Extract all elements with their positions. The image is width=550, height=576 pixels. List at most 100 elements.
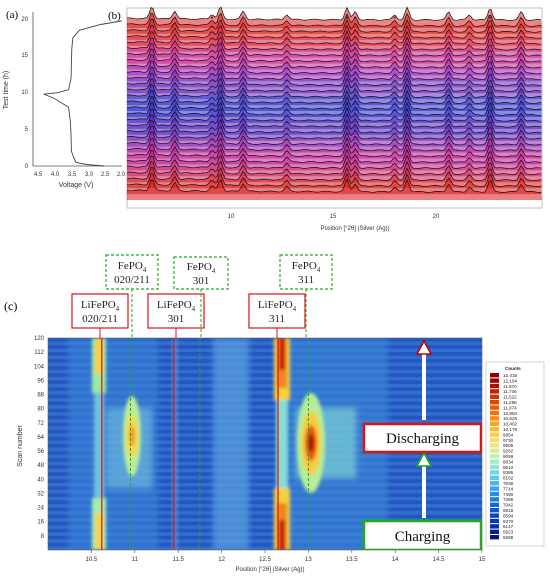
tick-label: 11 xyxy=(132,557,139,563)
panel-c-yticks: 8 16 24 32 40 48 56 64 72 80 88 96 104 112 120 xyxy=(34,336,45,540)
label-text: 020/211 xyxy=(114,274,150,286)
scan-fill xyxy=(127,13,542,34)
panel-b-xlabel: Position [°2θ] (Silver (Ag)) xyxy=(320,226,389,232)
charge-arrow xyxy=(415,451,433,518)
scan-fill xyxy=(127,42,542,64)
scan-line xyxy=(126,36,542,51)
scan-line xyxy=(126,160,541,175)
scan-fill xyxy=(127,19,542,40)
colorbar-label: 6818 xyxy=(503,508,514,513)
colorbar-swatch xyxy=(490,518,499,524)
tick-label: 20 xyxy=(433,214,440,220)
tick-label: 15 xyxy=(479,557,486,563)
colorbar-label: 10,626 xyxy=(503,416,517,421)
colorbar-swatch xyxy=(490,508,499,513)
colorbar-swatch xyxy=(490,502,499,507)
scan-fill xyxy=(127,60,542,82)
scan-line xyxy=(126,83,542,98)
scan-fill xyxy=(127,96,542,117)
tick-label: 64 xyxy=(37,435,44,441)
discharging-box: Discharging xyxy=(362,422,482,454)
peak-star: * xyxy=(345,15,348,24)
tick-label: 15 xyxy=(330,214,337,220)
label-text: 311 xyxy=(298,274,314,286)
colorbar-label: 7490 xyxy=(503,492,514,497)
colorbar-label: 6594 xyxy=(503,513,514,518)
colorbar-label: 5923 xyxy=(503,530,514,535)
tick-label: 2.5 xyxy=(101,172,110,178)
label-fp-311: FePO4 311 xyxy=(279,254,333,290)
colorbar-label: 9282 xyxy=(503,449,514,454)
panel-a-yticks: 0 5 10 15 20 xyxy=(21,17,28,170)
label-text: LiFePO xyxy=(81,299,116,311)
peak-labels: LiFePO4 020/211 FePO4 020/211 LiFePO4 30… xyxy=(71,254,333,338)
scan-line xyxy=(126,71,542,87)
tick-label: 56 xyxy=(37,449,44,455)
tick-label: 72 xyxy=(37,421,44,427)
colorbar-swatch xyxy=(490,443,499,448)
scan-fill xyxy=(127,54,542,76)
scan-line xyxy=(127,119,542,134)
colorbar-label: 11,074 xyxy=(503,405,517,410)
tick-label: 13.5 xyxy=(346,557,358,563)
scan-fill xyxy=(127,173,542,195)
label-text: 301 xyxy=(168,313,185,325)
colorbar-label: 7266 xyxy=(503,497,514,502)
tick-label: 20 xyxy=(21,17,28,23)
scan-line xyxy=(126,77,542,92)
scan-fill xyxy=(127,114,542,135)
scan-fill xyxy=(127,78,542,100)
colorbar-label: 9506 xyxy=(503,443,514,448)
scan-fill xyxy=(127,25,542,46)
label-fp-301: FePO4 301 xyxy=(173,256,229,290)
colorbar-label: 11,298 xyxy=(503,400,517,405)
scan-line xyxy=(126,178,541,193)
colorbar-swatch xyxy=(490,405,499,410)
colorbar-swatch xyxy=(490,400,499,405)
panel-a-xlabel: Voltage (V) xyxy=(59,182,94,189)
colorbar-swatch xyxy=(490,513,499,518)
colorbar-label: 5699 xyxy=(503,535,514,540)
colorbar-label: 6147 xyxy=(503,524,514,529)
tick-label: 13 xyxy=(305,557,312,563)
colorbar-label: 10,402 xyxy=(503,422,517,427)
label-text: LiFePO xyxy=(258,299,293,311)
tick-label: 4.0 xyxy=(51,172,60,178)
scan-fill xyxy=(127,167,542,189)
charging-box: Charging xyxy=(362,519,482,550)
tick-label: 12 xyxy=(218,557,225,563)
tick-label: 88 xyxy=(37,393,44,399)
colorbar-swatch xyxy=(490,497,499,502)
colorbar-label: 8834 xyxy=(503,459,514,464)
tick-label: 8 xyxy=(41,534,45,540)
label-text: LiFePO xyxy=(157,299,192,311)
reference-lines xyxy=(101,338,309,550)
scan-line xyxy=(126,48,541,63)
scan-fill xyxy=(127,143,542,165)
tick-label: 10 xyxy=(21,90,28,96)
label-text: FePO xyxy=(118,260,143,272)
scan-line xyxy=(126,137,542,152)
colorbar-title: Counts xyxy=(505,366,521,371)
scan-line xyxy=(126,89,542,104)
colorbar-swatch xyxy=(490,394,499,399)
panel-a-ylabel: Test time (h) xyxy=(3,71,10,110)
tick-label: 2.0 xyxy=(117,172,126,178)
panel-a-label: (a) xyxy=(6,9,19,21)
colorbar-label: 8386 xyxy=(503,470,514,475)
svg-text:LiFePO4: LiFePO4 xyxy=(157,299,196,313)
tick-label: 24 xyxy=(37,506,44,512)
discharging-label: Discharging xyxy=(386,431,460,447)
panel-c-ylabel: Scan number xyxy=(17,425,24,467)
scan-fill xyxy=(127,119,542,141)
colorbar-swatch xyxy=(490,410,499,416)
scan-fill xyxy=(127,125,542,147)
tick-label: 3.5 xyxy=(68,172,77,178)
scan-fill xyxy=(127,48,542,70)
colorbar-swatch xyxy=(490,383,499,389)
peak-star: * xyxy=(393,15,396,24)
panel-c-label: (c) xyxy=(4,299,17,313)
label-subscript: 4 xyxy=(143,266,147,274)
colorbar-swatch xyxy=(490,464,499,470)
